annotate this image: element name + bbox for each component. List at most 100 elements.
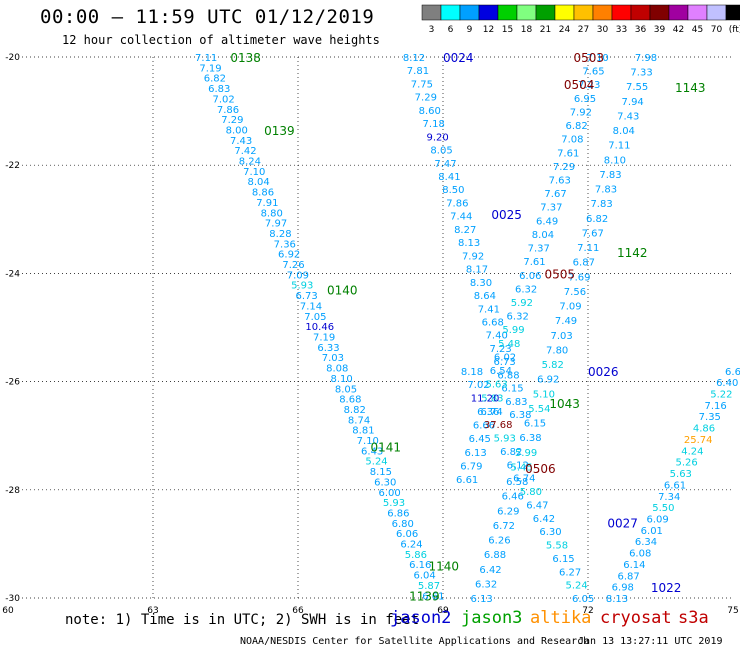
wave-height-value: 7.18 <box>423 119 445 130</box>
wave-height-value: 6.82 <box>500 447 522 458</box>
wave-height-value: 7.43 <box>230 136 252 147</box>
wave-height-value: 7.10 <box>243 167 265 178</box>
wave-height-value: 6.08 <box>629 549 651 560</box>
colorbar-label: 9 <box>467 25 473 35</box>
wave-height-value: 7.02 <box>467 380 489 391</box>
wave-height-value: 7.19 <box>199 63 221 74</box>
wave-height-value: 6.87 <box>573 258 595 269</box>
wave-height-value: 6.74 <box>480 407 502 418</box>
pass-label: 0025 <box>491 208 522 222</box>
wave-height-value: 11.20 <box>471 394 500 405</box>
wave-height-value: 7.40 <box>486 331 508 342</box>
wave-height-value: 8.10 <box>604 155 626 166</box>
wave-height-value: 7.29 <box>553 162 575 173</box>
wave-height-value: 5.83 <box>481 393 503 404</box>
wave-height-value: 7.44 <box>450 212 472 223</box>
wave-height-value: 6.87 <box>617 571 639 582</box>
wave-height-value: 8.81 <box>352 426 374 437</box>
wave-height-value: 5.22 <box>710 390 732 401</box>
wave-height-value: 7.65 <box>582 67 604 78</box>
wave-height-value: 8.74 <box>348 415 370 426</box>
wave-height-value: 7.80 <box>546 345 568 356</box>
wave-height-value: 6.13 <box>471 594 493 605</box>
wave-height-value: 6.79 <box>460 461 482 472</box>
wave-height-value: 7.37 <box>540 203 562 214</box>
pass-label: 1022 <box>651 581 682 595</box>
wave-height-value: 5.87 <box>418 581 440 592</box>
wave-height-value: 8.27 <box>454 225 476 236</box>
wave-height-value: 8.15 <box>370 467 392 478</box>
wave-height-value: 6.04 <box>413 571 435 582</box>
wave-height-value: 6.40 <box>716 378 738 389</box>
wave-height-value: 6.73 <box>493 357 515 368</box>
lat-tick-label: -30 <box>5 594 20 604</box>
wave-height-value: 6.16 <box>409 560 431 571</box>
colorbar-label: 39 <box>654 25 666 35</box>
wave-height-value: 7.81 <box>407 66 429 77</box>
wave-height-value: 7.43 <box>617 111 639 122</box>
wave-height-value: 8.24 <box>239 157 261 168</box>
wave-height-value: 7.91 <box>256 198 278 209</box>
wave-height-value: 6.95 <box>574 94 596 105</box>
wave-height-value: 8.41 <box>438 172 460 183</box>
wave-height-value: 6.61 <box>422 591 444 602</box>
wave-height-value: 7.37 <box>528 244 550 255</box>
wave-height-value: 7.83 <box>595 185 617 196</box>
legend-s3a: s3a <box>678 608 709 628</box>
wave-height-value: 7.49 <box>555 316 577 327</box>
wave-height-value: 7.11 <box>608 141 630 152</box>
wave-height-value: 6.43 <box>361 446 383 457</box>
wave-height-value: 7.16 <box>704 401 726 412</box>
lon-tick-label: 69 <box>437 606 449 616</box>
wave-height-value: 5.63 <box>670 469 692 480</box>
wave-height-value: 6.05 <box>572 594 594 605</box>
wave-height-value: 8.18 <box>461 367 483 378</box>
wave-height-value: 6.83 <box>208 84 230 95</box>
footer-credit: NOAA/NESDIS Center for Satellite Applica… <box>240 636 590 647</box>
lat-tick-label: -28 <box>5 486 20 496</box>
wave-height-value: 8.50 <box>442 185 464 196</box>
legend-jason2: jason2 <box>390 608 452 628</box>
wave-height-value: 6.32 <box>515 284 537 295</box>
wave-height-value: 6.86 <box>387 508 409 519</box>
wave-height-value: 7.92 <box>570 107 592 118</box>
wave-height-value: 6.82 <box>204 74 226 85</box>
wave-height-value: 5.99 <box>515 448 537 459</box>
wave-height-value: 6.72 <box>493 521 515 532</box>
wave-height-value: 7.10 <box>357 436 379 447</box>
wave-height-value: 6.13 <box>464 448 486 459</box>
wave-height-value: 6.38 <box>519 433 541 444</box>
wave-height-value: 5.93 <box>383 498 405 509</box>
colorbar-label: 42 <box>673 25 684 35</box>
lon-tick-label: 72 <box>582 606 593 616</box>
wave-height-value: 6.98 <box>612 583 634 594</box>
wave-height-value: 8.13 <box>458 238 480 249</box>
colorbar-label: 45 <box>692 25 703 35</box>
wave-height-value: 6.15 <box>524 419 546 430</box>
pass-label: 1140 <box>429 560 460 574</box>
wave-height-value: 7.08 <box>561 135 583 146</box>
wave-height-value: 5.82 <box>542 360 564 371</box>
pass-label: 0505 <box>545 267 576 281</box>
lat-tick-label: -20 <box>5 53 20 63</box>
wave-height-value: 7.02 <box>213 94 235 105</box>
wave-height-value: 6.61 <box>664 480 686 491</box>
colorbar-label: 15 <box>502 25 513 35</box>
legend-altika: altika <box>530 608 592 628</box>
wave-height-value: 7.23 <box>578 80 600 91</box>
wave-height-value: 6.15 <box>501 384 523 395</box>
wave-height-value: 6.27 <box>559 567 581 578</box>
wave-height-value: 7.42 <box>234 146 256 157</box>
wave-height-value: 7.03 <box>322 353 344 364</box>
wave-height-value: 5.54 <box>528 404 550 415</box>
wave-height-value: 5.10 <box>533 389 555 400</box>
pass-label: 0141 <box>371 441 402 455</box>
wave-height-value: 7.10 <box>587 53 609 64</box>
wave-height-value: 5.45 <box>511 462 533 473</box>
lon-tick-label: 60 <box>2 606 14 616</box>
wave-height-value: 6.24 <box>400 540 422 551</box>
colorbar-label: 18 <box>521 25 533 35</box>
wave-height-value: 6.80 <box>392 519 414 530</box>
wave-height-value: 7.26 <box>282 260 304 271</box>
